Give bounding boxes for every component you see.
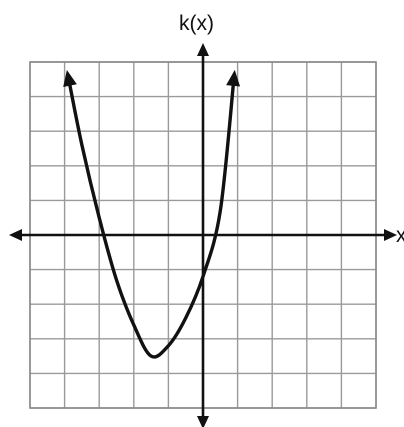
- y-axis-label: k(x): [179, 12, 214, 35]
- curve-left-arrow: [63, 69, 77, 88]
- x-axis-left-arrow: [9, 229, 22, 241]
- y-axis-down-arrow: [197, 416, 209, 427]
- parabola-curve: [66, 74, 236, 359]
- curve-right-arrow: [226, 69, 241, 87]
- y-axis-up-arrow: [197, 43, 209, 56]
- x-axis-right-arrow: [384, 229, 397, 241]
- x-axis-label: x: [396, 224, 404, 247]
- axes: [9, 43, 397, 427]
